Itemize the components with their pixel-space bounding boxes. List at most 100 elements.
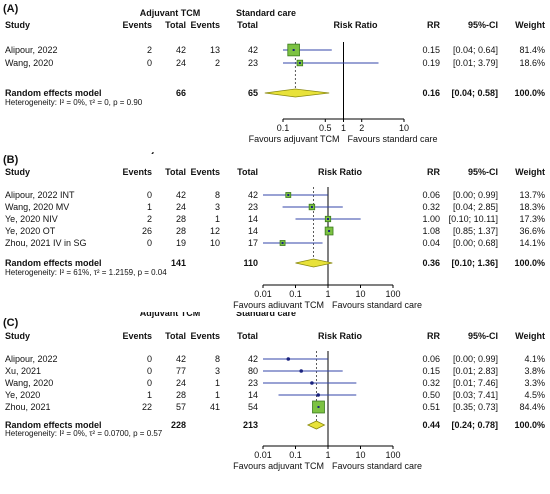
risk-ratio-value: 1.08 (422, 226, 440, 236)
pooled-ci: [0.10; 1.36] (451, 258, 498, 268)
study-name: Ye, 2020 OT (5, 226, 56, 236)
study-point (299, 369, 304, 373)
favours-right-label: Favours standard care (348, 134, 438, 144)
pooled-ci: [0.04; 0.58] (451, 88, 498, 98)
heterogeneity-text: Heterogeneity: I² = 0%, τ² = 0, p = 0.90 (5, 98, 143, 107)
total-treat: 24 (176, 202, 186, 212)
col-header-ci: 95%-CI (468, 331, 498, 341)
events-treat: 0 (147, 58, 152, 68)
confidence-interval: [0.35; 0.73] (453, 402, 498, 412)
total-control: 14 (248, 214, 258, 224)
favours-right-label: Favours standard care (332, 461, 422, 471)
events-control: 1 (215, 214, 220, 224)
col-header-risk-ratio: Risk Ratio (318, 331, 363, 341)
events-treat: 0 (147, 366, 152, 376)
col-header-total: Total (165, 331, 186, 341)
total-control: 23 (248, 58, 258, 68)
x-tick-label: 0.1 (277, 123, 290, 133)
events-control: 3 (215, 366, 220, 376)
weight-value: 4.5% (524, 390, 545, 400)
events-control: 8 (215, 190, 220, 200)
col-header-events: Events (190, 331, 220, 341)
weight-value: 3.3% (524, 378, 545, 388)
x-tick-label: 0.5 (319, 123, 332, 133)
col-header-study: Study (5, 167, 30, 177)
group-header-control: Standard care (236, 8, 296, 18)
x-tick-label: 1 (325, 289, 330, 299)
weight-value: 84.4% (519, 402, 545, 412)
weight-value: 4.1% (524, 354, 545, 364)
pooled-total-control: 213 (243, 420, 258, 430)
favours-left-label: Favours adjuvant TCM (233, 461, 324, 471)
col-header-weight: Weight (515, 20, 545, 30)
col-header-total: Total (237, 20, 258, 30)
weight-value: 81.4% (519, 45, 545, 55)
risk-ratio-value: 0.15 (422, 366, 440, 376)
col-header-total: Total (237, 331, 258, 341)
x-tick-label: 0.1 (289, 450, 302, 460)
events-control: 41 (210, 402, 220, 412)
x-tick-label: 1 (325, 450, 330, 460)
risk-ratio-value: 0.51 (422, 402, 440, 412)
pooled-weight: 100.0% (514, 420, 545, 430)
study-name: Ye, 2020 (5, 390, 40, 400)
events-control: 8 (215, 354, 220, 364)
risk-ratio-value: 1.00 (422, 214, 440, 224)
pooled-diamond (306, 420, 326, 430)
events-treat: 22 (142, 402, 152, 412)
confidence-interval: [0.01; 7.46] (453, 378, 498, 388)
study-point (287, 194, 290, 196)
risk-ratio-value: 0.19 (422, 58, 440, 68)
risk-ratio-value: 0.32 (422, 378, 440, 388)
risk-ratio-value: 0.06 (422, 354, 440, 364)
total-control: 23 (248, 202, 258, 212)
events-treat: 1 (147, 202, 152, 212)
confidence-interval: [0.00; 0.99] (453, 354, 498, 364)
risk-ratio-value: 0.50 (422, 390, 440, 400)
heterogeneity-text: Heterogeneity: I² = 61%, τ² = 1.2159, p … (5, 268, 167, 277)
total-treat: 42 (176, 354, 186, 364)
confidence-interval: [0.04; 2.85] (453, 202, 498, 212)
study-point (281, 242, 284, 244)
pooled-label: Random effects model (5, 420, 102, 430)
total-control: 42 (248, 45, 258, 55)
confidence-interval: [0.00; 0.68] (453, 238, 498, 248)
events-treat: 2 (147, 214, 152, 224)
study-name: Alipour, 2022 (5, 45, 58, 55)
pooled-label: Random effects model (5, 258, 102, 268)
study-point (310, 381, 314, 385)
weight-value: 13.7% (519, 190, 545, 200)
confidence-interval: [0.85; 1.37] (453, 226, 498, 236)
weight-value: 17.3% (519, 214, 545, 224)
pooled-rr: 0.44 (422, 420, 440, 430)
x-tick-label: 2 (359, 123, 364, 133)
forest-plot-b-svg: (B) Adjuvant TCM Standard care Study Events T… (3, 152, 545, 308)
total-treat: 24 (176, 58, 186, 68)
total-control: 80 (248, 366, 258, 376)
col-header-total: Total (165, 167, 186, 177)
events-control: 3 (215, 202, 220, 212)
weight-value: 14.1% (519, 238, 545, 248)
forest-plot-c: (C) Adjuvant TCM Standard care Study Events T… (0, 312, 550, 494)
study-name: Alipour, 2022 INT (5, 190, 75, 200)
risk-ratio-value: 0.15 (422, 45, 440, 55)
pooled-diamond (264, 88, 330, 98)
events-control: 10 (210, 238, 220, 248)
col-header-study: Study (5, 20, 30, 30)
weight-value: 18.3% (519, 202, 545, 212)
x-tick-label: 0.01 (254, 289, 272, 299)
col-header-risk-ratio: Risk Ratio (318, 167, 363, 177)
total-treat: 42 (176, 45, 186, 55)
col-header-total: Total (237, 167, 258, 177)
confidence-interval: [0.03; 7.41] (453, 390, 498, 400)
confidence-interval: [0.04; 0.64] (453, 45, 498, 55)
events-control: 2 (215, 58, 220, 68)
events-treat: 0 (147, 354, 152, 364)
pooled-rr: 0.36 (422, 258, 440, 268)
events-treat: 1 (147, 390, 152, 400)
pooled-ci: [0.24; 0.78] (451, 420, 498, 430)
events-control: 12 (210, 226, 220, 236)
events-control: 1 (215, 390, 220, 400)
pooled-weight: 100.0% (514, 88, 545, 98)
favours-left-label: Favours adjuvant TCM (249, 134, 340, 144)
